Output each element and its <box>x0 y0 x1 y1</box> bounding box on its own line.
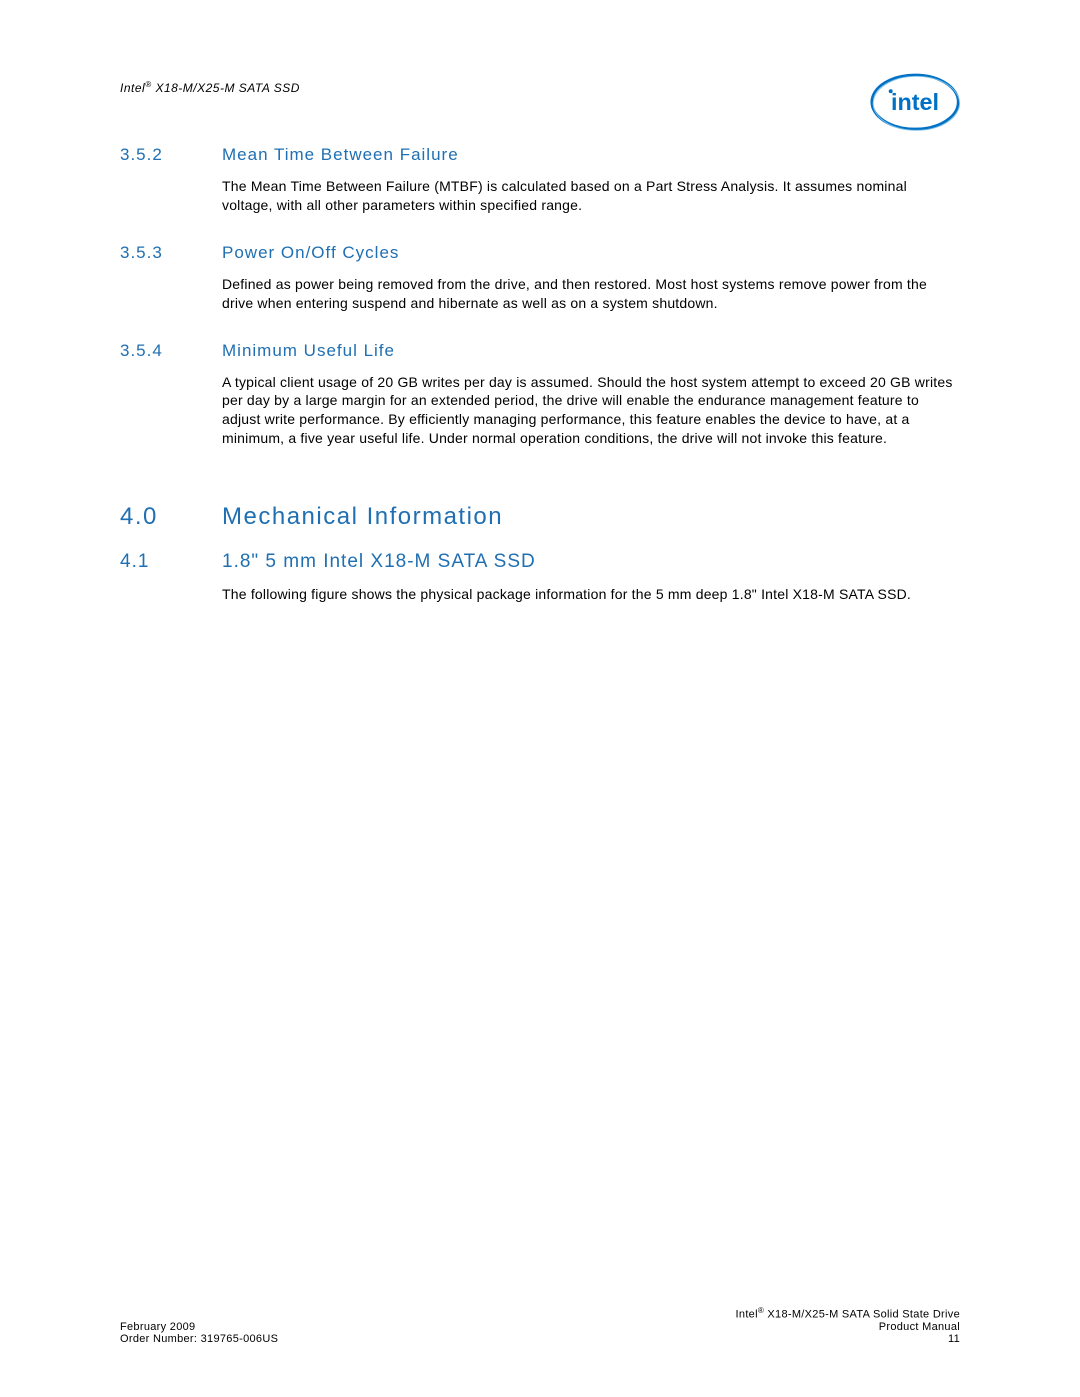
section-number: 3.5.4 <box>120 341 222 361</box>
section-body: A typical client usage of 20 GB writes p… <box>222 373 960 449</box>
header-product-line: Intel® X18-M/X25-M SATA SSD <box>120 72 300 95</box>
section-title: 1.8" 5 mm Intel X18-M SATA SSD <box>222 551 536 573</box>
section-heading: 3.5.4 Minimum Useful Life <box>120 341 960 361</box>
section-title: Mechanical Information <box>222 503 503 531</box>
section-heading: 4.1 1.8" 5 mm Intel X18-M SATA SSD <box>120 551 960 573</box>
section-4-1: 4.1 1.8" 5 mm Intel X18-M SATA SSD The f… <box>120 551 960 604</box>
section-4-0: 4.0 Mechanical Information <box>120 503 960 531</box>
section-body: Defined as power being removed from the … <box>222 275 960 313</box>
section-title: Mean Time Between Failure <box>222 145 459 165</box>
footer-page-number: 11 <box>948 1333 960 1345</box>
section-heading: 3.5.3 Power On/Off Cycles <box>120 243 960 263</box>
section-number: 3.5.3 <box>120 243 222 263</box>
section-number: 3.5.2 <box>120 145 222 165</box>
section-3-5-4: 3.5.4 Minimum Useful Life A typical clie… <box>120 341 960 449</box>
page-content: 3.5.2 Mean Time Between Failure The Mean… <box>120 145 960 632</box>
section-heading: 4.0 Mechanical Information <box>120 503 960 531</box>
footer-right-line1: Intel® X18-M/X25-M SATA Solid State Driv… <box>736 1306 960 1321</box>
footer-left-line1: February 2009 <box>120 1321 195 1333</box>
document-page: Intel® X18-M/X25-M SATA SSD intel 3.5.2 … <box>0 0 1080 1397</box>
section-title: Minimum Useful Life <box>222 341 395 361</box>
header-product-text: X18-M/X25-M SATA SSD <box>155 81 299 95</box>
section-title: Power On/Off Cycles <box>222 243 399 263</box>
section-body: The following figure shows the physical … <box>222 585 960 604</box>
footer-left-line2: Order Number: 319765-006US <box>120 1333 278 1345</box>
section-body: The Mean Time Between Failure (MTBF) is … <box>222 177 960 215</box>
section-number: 4.0 <box>120 503 222 531</box>
page-header: Intel® X18-M/X25-M SATA SSD intel <box>120 72 960 132</box>
section-3-5-2: 3.5.2 Mean Time Between Failure The Mean… <box>120 145 960 215</box>
section-number: 4.1 <box>120 551 222 573</box>
section-3-5-3: 3.5.3 Power On/Off Cycles Defined as pow… <box>120 243 960 313</box>
svg-text:intel: intel <box>891 89 939 115</box>
footer-right-line2: Product Manual <box>879 1321 960 1333</box>
section-heading: 3.5.2 Mean Time Between Failure <box>120 145 960 165</box>
intel-logo: intel <box>870 72 960 132</box>
page-footer: Intel® X18-M/X25-M SATA Solid State Driv… <box>120 1306 960 1345</box>
